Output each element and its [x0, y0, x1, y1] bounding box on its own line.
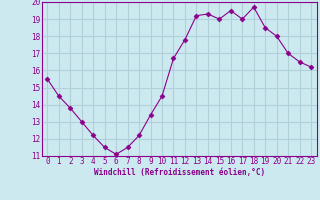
X-axis label: Windchill (Refroidissement éolien,°C): Windchill (Refroidissement éolien,°C): [94, 168, 265, 177]
